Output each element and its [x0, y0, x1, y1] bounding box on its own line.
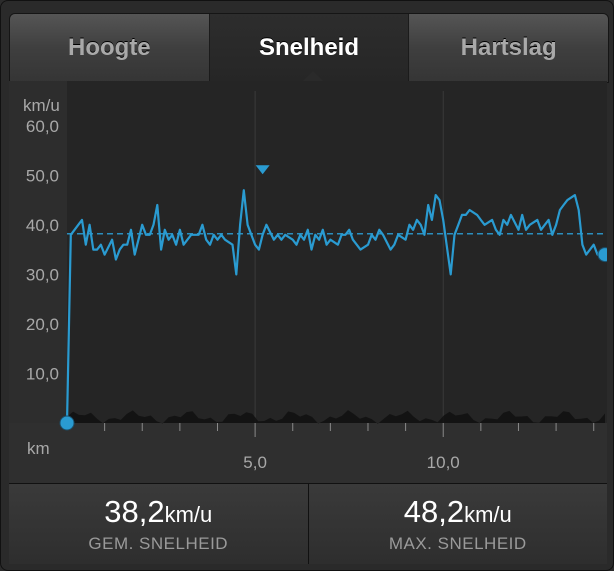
- stats-bar: 38,2km/u GEM. SNELHEID 48,2km/u MAX. SNE…: [9, 483, 607, 564]
- max-speed-marker: [255, 165, 270, 175]
- max-speed-stat: 48,2km/u MAX. SNELHEID: [308, 484, 607, 564]
- speed-series-line: [65, 189, 606, 424]
- end-point-marker: [597, 247, 607, 263]
- y-tick-label: 20,0: [26, 315, 59, 334]
- speed-chart[interactable]: km/u km 10,0 20,0 30,0 40,0 50,0 60,0 5,0 10,0: [9, 81, 607, 483]
- tick-layer: 10,0 20,0 30,0 40,0 50,0 60,0 5,0 10,0: [26, 117, 595, 472]
- avg-speed-value-row: 38,2km/u: [104, 493, 213, 532]
- avg-speed-unit: km/u: [164, 501, 213, 527]
- max-speed-value-row: 48,2km/u: [403, 493, 512, 532]
- marker-layer: [59, 165, 607, 431]
- max-speed-value: 48,2: [403, 493, 465, 529]
- avg-speed-label: GEM. SNELHEID: [88, 533, 229, 553]
- x-axis-label: km: [27, 439, 50, 458]
- tab-bar: Hoogte Snelheid Hartslag: [9, 13, 609, 83]
- active-tab-indicator: [303, 71, 323, 81]
- y-tick-label: 30,0: [26, 265, 59, 284]
- y-tick-label: 40,0: [26, 216, 59, 235]
- max-speed-unit: km/u: [464, 501, 512, 527]
- avg-speed-stat: 38,2km/u GEM. SNELHEID: [9, 484, 309, 564]
- speed-chart-svg: km/u km 10,0 20,0 30,0 40,0 50,0 60,0 5,0 10,0: [9, 81, 607, 483]
- tab-hartslag[interactable]: Hartslag: [409, 14, 608, 82]
- speed-line-layer: [65, 189, 606, 424]
- start-point-marker: [59, 415, 75, 431]
- tab-snelheid[interactable]: Snelheid: [209, 14, 410, 82]
- elevation-profile: [67, 410, 605, 424]
- x-tick-label: 5,0: [243, 453, 267, 472]
- elevation-layer: [67, 410, 605, 424]
- x-tick-label: 10,0: [427, 453, 460, 472]
- avg-speed-value: 38,2: [104, 493, 165, 529]
- grid-layer: [254, 91, 444, 423]
- x-axis-panel: [9, 423, 607, 483]
- y-axis-panel: [9, 81, 67, 423]
- y-tick-label: 60,0: [26, 117, 59, 136]
- tab-hoogte[interactable]: Hoogte: [10, 14, 210, 82]
- y-tick-label: 50,0: [26, 166, 59, 185]
- max-speed-label: MAX. SNELHEID: [388, 533, 527, 553]
- y-axis-label: km/u: [23, 96, 60, 115]
- y-tick-label: 10,0: [26, 364, 59, 383]
